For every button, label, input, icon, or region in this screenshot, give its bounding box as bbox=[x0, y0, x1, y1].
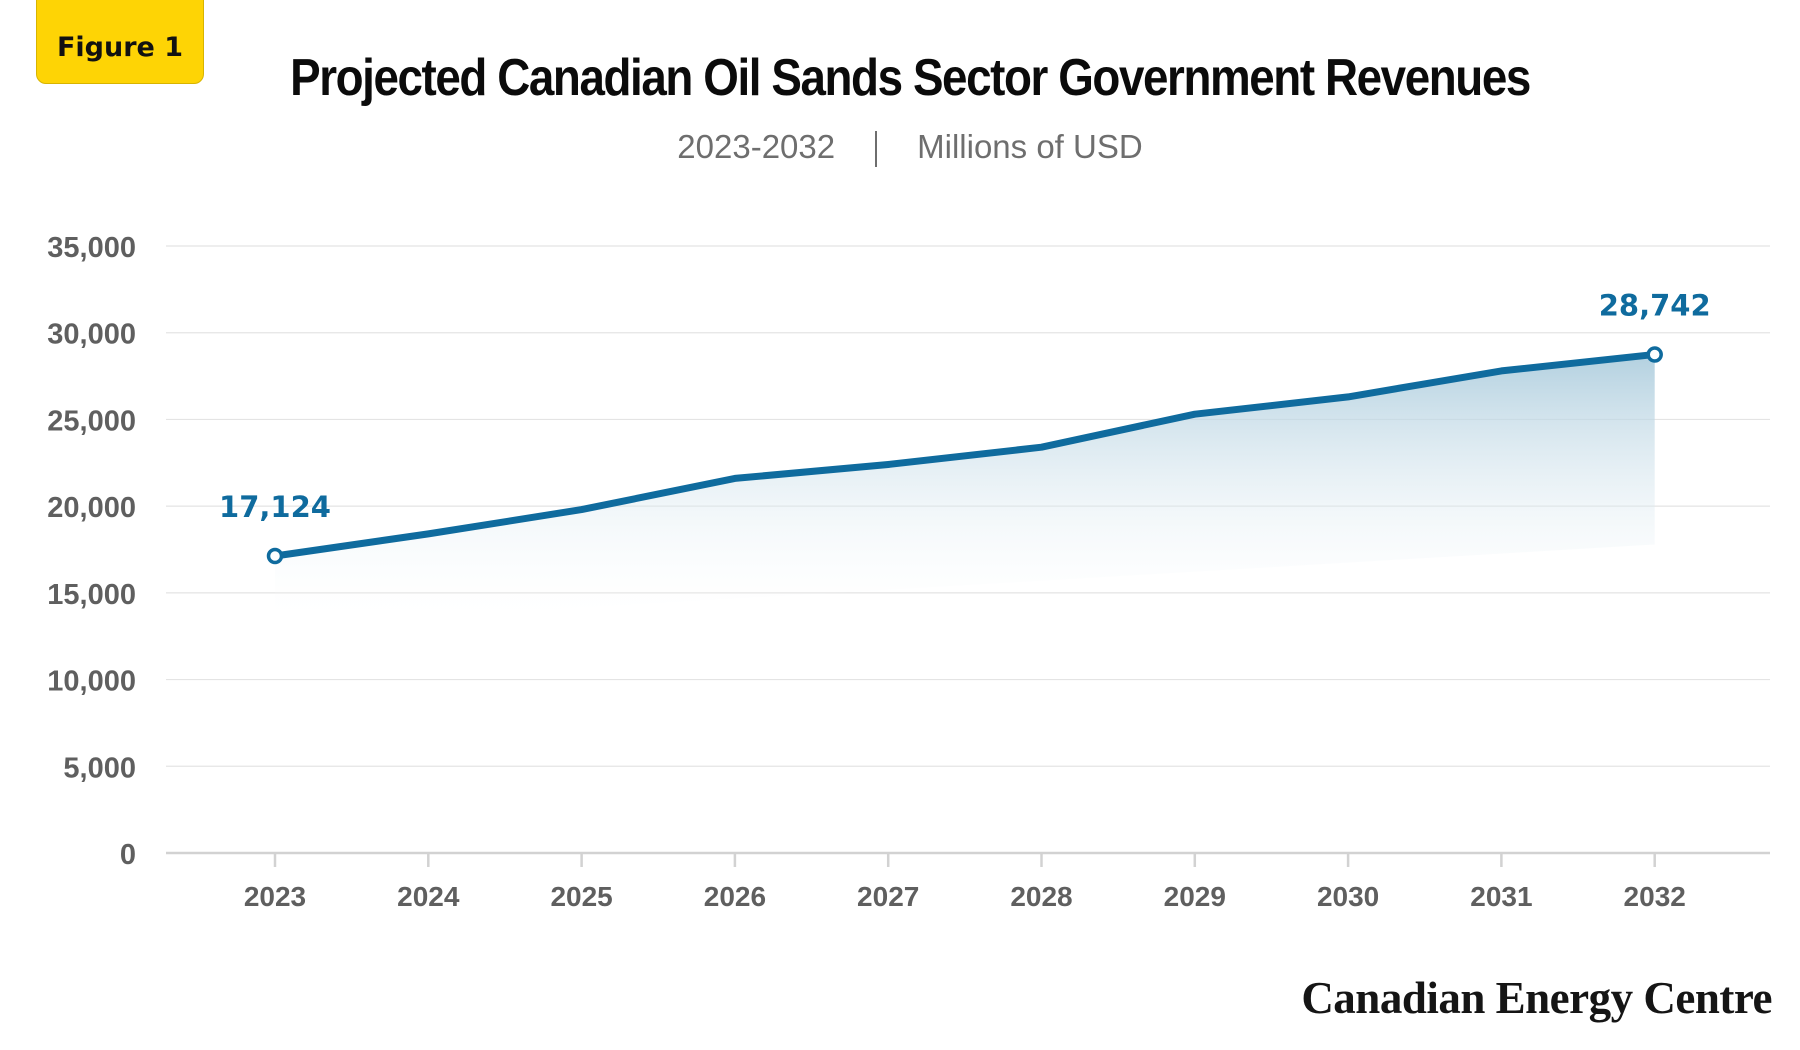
series-line bbox=[271, 351, 1659, 560]
label-layer: 17,124 28,742 bbox=[219, 289, 1711, 565]
subtitle-unit: Millions of USD bbox=[917, 128, 1143, 165]
subtitle-divider bbox=[875, 131, 878, 168]
y-tick-label: 0 bbox=[120, 839, 136, 871]
line-layer bbox=[271, 351, 1659, 560]
figure-badge-label: Figure 1 bbox=[56, 32, 184, 63]
data-label: 28,742 bbox=[1599, 289, 1711, 323]
x-tick-label: 2024 bbox=[397, 881, 460, 912]
data-label: 17,124 bbox=[219, 490, 331, 524]
y-tick-label: 25,000 bbox=[47, 405, 136, 437]
figure-badge: Figure 1 bbox=[36, 0, 204, 84]
y-tick-label: 20,000 bbox=[47, 492, 136, 524]
x-tick-label: 2029 bbox=[1164, 881, 1226, 912]
x-tick-label: 2027 bbox=[857, 881, 919, 912]
series-area-fill bbox=[275, 354, 1655, 626]
subtitle-period: 2023-2032 bbox=[677, 128, 836, 165]
brand-logo: Canadian Energy Centre bbox=[1301, 973, 1772, 1023]
x-tick-label: 2026 bbox=[704, 881, 766, 912]
y-tick-label: 35,000 bbox=[47, 232, 136, 264]
x-tick-label: 2031 bbox=[1470, 881, 1532, 912]
x-tick-label: 2023 bbox=[244, 881, 306, 912]
axis-layer: 0 5,000 10,000 15,000 20,000 25,000 30,000 35,0… bbox=[47, 232, 1770, 912]
x-tick-label: 2028 bbox=[1010, 881, 1072, 912]
y-tick-label: 15,000 bbox=[47, 579, 136, 611]
chart-subtitle: 2023-2032 Millions of USD bbox=[0, 128, 1800, 168]
data-point-marker bbox=[266, 547, 284, 565]
y-tick-label: 30,000 bbox=[47, 319, 136, 351]
x-tick-label: 2032 bbox=[1624, 881, 1686, 912]
chart-title: Projected Canadian Oil Sands Sector Gove… bbox=[290, 49, 1531, 107]
y-tick-label: 5,000 bbox=[63, 752, 136, 784]
x-tick-label: 2030 bbox=[1317, 881, 1379, 912]
area-layer bbox=[275, 354, 1655, 626]
data-point-marker bbox=[1646, 346, 1663, 363]
y-tick-label: 10,000 bbox=[47, 666, 136, 698]
x-tick-label: 2025 bbox=[550, 881, 612, 912]
